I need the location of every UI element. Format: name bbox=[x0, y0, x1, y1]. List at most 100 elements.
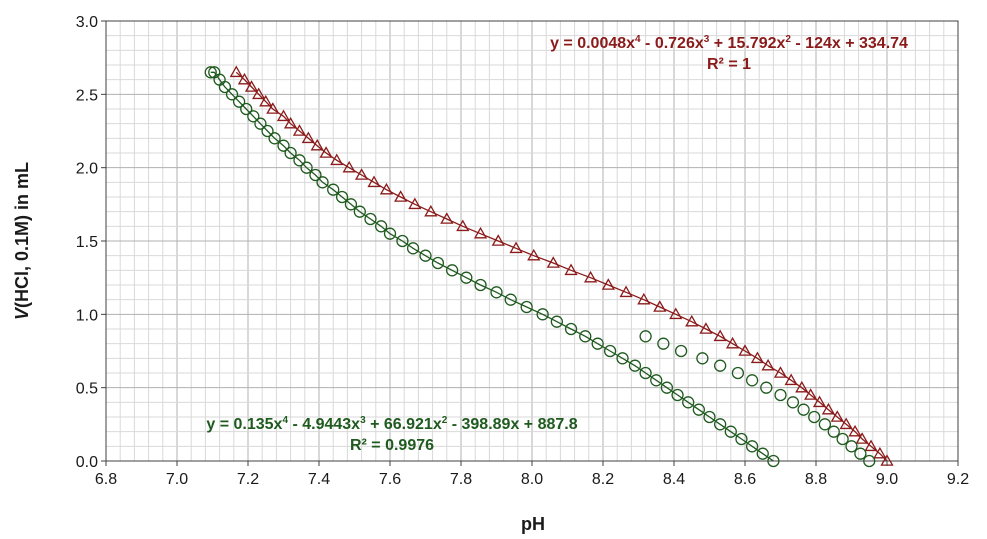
triangle-marker bbox=[812, 395, 827, 408]
x-tick-label: 6.8 bbox=[95, 471, 117, 488]
circle-marker bbox=[731, 366, 745, 380]
x-tick-label: 7.0 bbox=[166, 471, 188, 488]
x-tick-label: 7.2 bbox=[237, 471, 259, 488]
triangle-marker bbox=[354, 168, 369, 180]
circle-marker bbox=[284, 146, 297, 160]
x-tick-label: 8.0 bbox=[521, 471, 543, 488]
circle-marker bbox=[692, 403, 705, 416]
trendlines bbox=[210, 71, 888, 462]
triangle-marker bbox=[848, 424, 862, 437]
circle-marker bbox=[696, 352, 709, 365]
circle-marker bbox=[657, 337, 670, 350]
circle-marker bbox=[225, 88, 239, 101]
triangle-marker bbox=[342, 160, 356, 173]
circle-marker bbox=[724, 425, 737, 438]
circle-marker bbox=[745, 374, 759, 387]
circle-marker bbox=[419, 249, 432, 262]
triangle-marker bbox=[685, 314, 699, 327]
circle-marker bbox=[818, 418, 832, 431]
triangle-marker bbox=[440, 212, 454, 224]
circle-marker bbox=[591, 337, 604, 350]
circle-marker bbox=[353, 205, 366, 218]
y-tick-label: 2.0 bbox=[76, 161, 98, 178]
red-series-equation: y = 0.0048x4 - 0.726x3 + 15.792x2 - 124x… bbox=[550, 34, 908, 52]
circle-marker bbox=[854, 447, 867, 460]
triangle-marker bbox=[725, 336, 740, 349]
x-tick-label: 7.4 bbox=[308, 471, 330, 488]
triangle-marker bbox=[795, 380, 809, 393]
red-series-r2: R² = 1 bbox=[707, 56, 751, 73]
green-series-equation: y = 0.135x4 - 4.9443x3 + 66.921x2 - 398.… bbox=[206, 415, 577, 433]
circle-marker bbox=[714, 359, 727, 372]
circle-marker bbox=[218, 80, 232, 94]
circle-marker bbox=[490, 286, 503, 299]
triangle-marker bbox=[367, 175, 381, 188]
triangle-marker bbox=[509, 241, 523, 254]
circle-marker bbox=[628, 359, 642, 372]
circle-marker bbox=[767, 454, 780, 468]
x-tick-label: 8.6 bbox=[734, 471, 756, 488]
circle-marker bbox=[714, 418, 727, 431]
triangle-marker bbox=[379, 182, 394, 195]
circle-marker bbox=[650, 374, 663, 387]
green-series-trendline bbox=[210, 71, 774, 462]
triangle-marker bbox=[394, 190, 408, 202]
circle-marker bbox=[536, 308, 549, 321]
x-tick-label: 8.2 bbox=[592, 471, 614, 488]
circle-marker bbox=[550, 315, 563, 328]
grid bbox=[105, 20, 959, 462]
circle-marker bbox=[396, 234, 409, 248]
circle-marker bbox=[827, 425, 840, 438]
circle-marker bbox=[579, 330, 592, 343]
triangle-marker bbox=[259, 94, 273, 107]
circle-marker bbox=[756, 447, 769, 460]
triangle-marker bbox=[319, 146, 333, 158]
x-tick-label: 9.0 bbox=[876, 471, 898, 488]
circle-marker bbox=[254, 117, 267, 130]
triangle-marker bbox=[750, 351, 765, 364]
triangle-marker bbox=[804, 388, 818, 400]
circle-marker bbox=[277, 139, 290, 152]
y-tick-label: 1.0 bbox=[76, 307, 98, 324]
circle-marker bbox=[786, 396, 800, 409]
y-tick-label: 3.0 bbox=[76, 14, 98, 31]
circle-marker bbox=[639, 330, 652, 343]
y-tick-label: 1.5 bbox=[76, 234, 98, 251]
circle-marker bbox=[204, 66, 217, 79]
triangle-marker bbox=[773, 366, 788, 378]
triangle-marker bbox=[292, 124, 307, 136]
red-series-trendline bbox=[235, 71, 888, 462]
circle-marker bbox=[797, 403, 810, 416]
triangle-marker bbox=[761, 358, 775, 371]
circle-marker bbox=[293, 154, 306, 167]
y-tick-label: 0.0 bbox=[76, 454, 98, 471]
circle-marker bbox=[735, 432, 748, 446]
green-series-r2: R² = 0.9976 bbox=[350, 437, 434, 454]
triangle-marker bbox=[252, 87, 266, 100]
triangle-marker bbox=[839, 417, 853, 430]
triangle-marker bbox=[408, 197, 422, 210]
triangle-marker bbox=[653, 300, 667, 312]
circle-marker bbox=[520, 300, 533, 314]
triangle-marker bbox=[564, 263, 578, 276]
y-tick-label: 0.5 bbox=[76, 381, 98, 398]
x-tick-label: 8.4 bbox=[663, 471, 685, 488]
triangle-marker bbox=[276, 109, 291, 122]
x-tick-label: 7.6 bbox=[379, 471, 401, 488]
circle-marker bbox=[374, 220, 388, 233]
triangle-marker bbox=[229, 65, 243, 78]
circle-marker bbox=[460, 271, 473, 284]
circle-marker bbox=[327, 183, 340, 196]
triangle-marker bbox=[583, 270, 598, 283]
triangle-marker bbox=[738, 344, 752, 356]
triangle-marker bbox=[527, 248, 541, 261]
tick-labels: 6.8 7.0 7.2 7.4 7.6 7.8 8.0 8.2 8.4 8.6 8.8 9.0 9.2 0… bbox=[76, 14, 969, 488]
x-tick-label: 9.2 bbox=[947, 471, 969, 488]
circle-marker bbox=[445, 264, 459, 277]
y-axis-title-rest: (HCl, 0.1M) in mL bbox=[12, 162, 32, 308]
circle-marker bbox=[474, 278, 487, 292]
circle-marker bbox=[364, 212, 377, 226]
triangle-marker bbox=[283, 116, 298, 129]
circle-marker bbox=[232, 95, 246, 108]
